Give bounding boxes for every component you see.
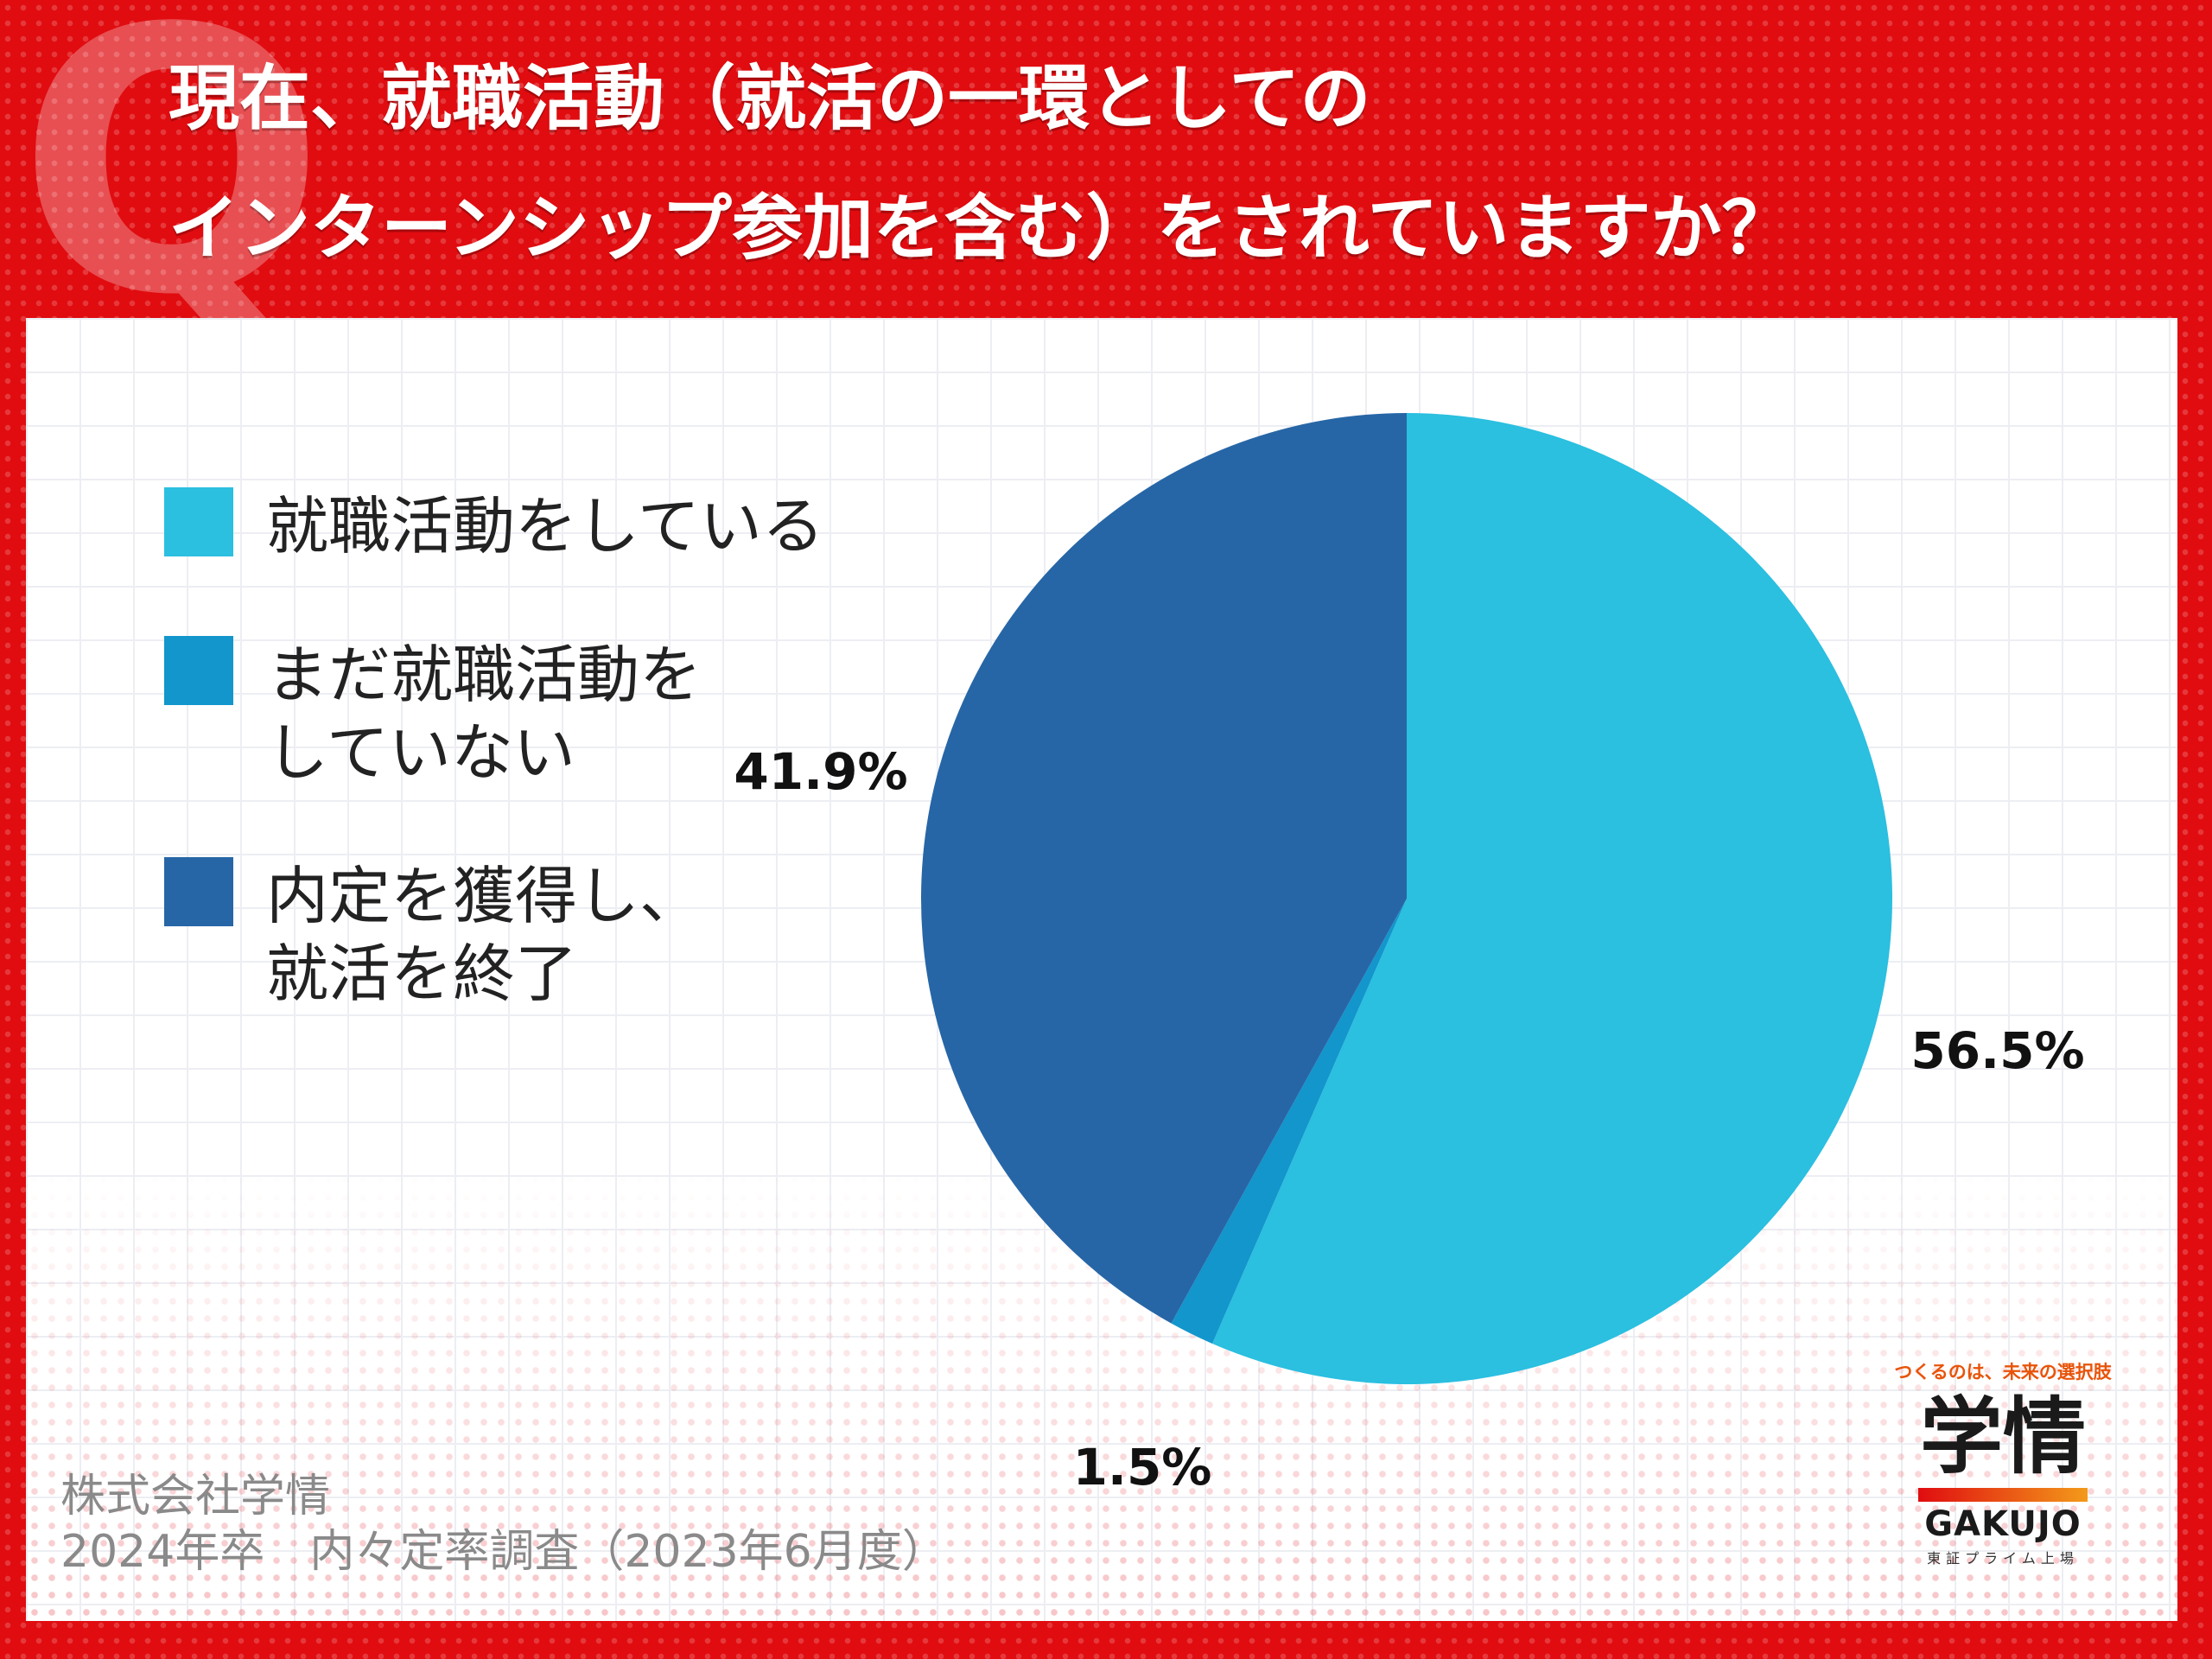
legend-label: 就職活動をしている <box>266 490 824 563</box>
logo-name: GAKUJO <box>1924 1504 2082 1544</box>
logo-gradient-bar <box>1918 1488 2088 1502</box>
source-credit: 株式会社学情 2024年卒 内々定率調査（2023年6月度） <box>60 1469 947 1580</box>
legend-item-job-hunting: 就職活動をしている <box>164 487 923 565</box>
logo-sub: 東証プライム上場 <box>1927 1550 2079 1567</box>
legend-label: まだ就職活動を していない <box>266 639 702 789</box>
logo-mark: 学情 <box>1920 1389 2086 1485</box>
title-line-1: 現在、就職活動（就活の一環としての <box>168 58 1371 140</box>
data-label: 41.9% <box>734 742 907 801</box>
slice-not-yet <box>1171 899 1407 1344</box>
data-label: 1.5% <box>1073 1438 1212 1497</box>
legend-swatch <box>164 636 233 705</box>
source-company: 株式会社学情 <box>60 1471 331 1522</box>
slice-job-hunting <box>1211 413 1893 1384</box>
legend-swatch <box>164 857 233 926</box>
title-line-2: インターンシップ参加を含む）をされていますか？ <box>168 188 1793 270</box>
slice-finished <box>921 413 1407 1324</box>
legend-item-finished: 内定を獲得し、 就活を終了 <box>164 857 923 1013</box>
source-survey: 2024年卒 内々定率調査（2023年6月度） <box>60 1526 947 1578</box>
legend-label: 内定を獲得し、 就活を終了 <box>266 860 702 1010</box>
gakujo-logo: つくるのは、未来の選択肢 学情 GAKUJO 東証プライム上場 <box>1882 1346 2124 1588</box>
logo-tagline: つくるのは、未来の選択肢 <box>1894 1362 2112 1382</box>
question-title: 現在、就職活動（就活の一環としての インターンシップ参加を含む）をされていますか… <box>168 35 2190 294</box>
data-label: 56.5% <box>1910 1021 2084 1080</box>
q-decoration: Q <box>17 0 327 375</box>
legend-item-not-yet: まだ就職活動を していない <box>164 636 923 791</box>
legend-swatch <box>164 487 233 556</box>
